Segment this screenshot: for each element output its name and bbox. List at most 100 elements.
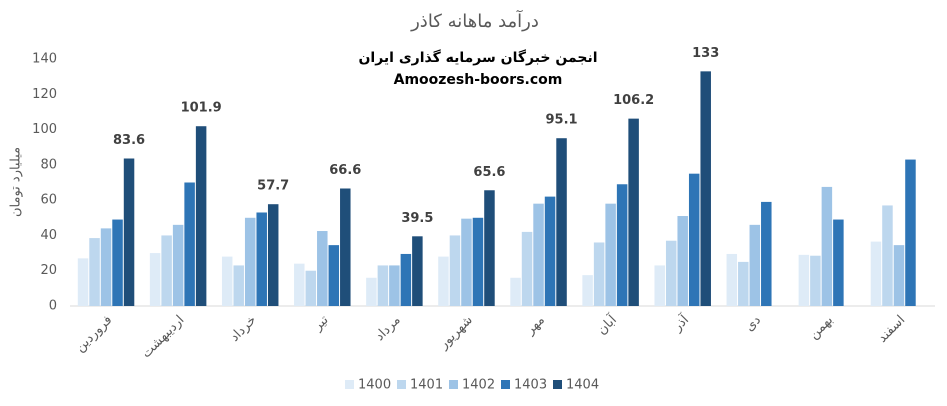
bar <box>726 253 738 306</box>
bar <box>870 241 882 306</box>
bar <box>256 212 267 306</box>
bar <box>593 242 605 306</box>
bar <box>184 182 195 306</box>
bar <box>472 217 484 306</box>
data-label: 57.7 <box>257 179 289 194</box>
bar <box>461 218 472 306</box>
bar <box>328 245 340 306</box>
data-label: 101.9 <box>181 101 222 116</box>
bar <box>161 235 172 306</box>
data-label: 106.2 <box>613 93 654 108</box>
y-tick-label: 60 <box>40 193 57 208</box>
bar <box>77 258 89 306</box>
data-label: 95.1 <box>546 113 578 128</box>
bar <box>905 159 916 306</box>
x-tick-label: بهمن <box>806 313 836 343</box>
y-tick-label: 40 <box>40 228 57 243</box>
bar <box>340 188 351 306</box>
bar <box>449 235 461 306</box>
bar <box>628 118 639 306</box>
bar <box>112 219 123 306</box>
bar <box>582 275 593 306</box>
bar <box>244 217 256 306</box>
bar <box>389 265 400 306</box>
legend-label: 1400 <box>358 378 391 393</box>
bar <box>366 277 377 306</box>
bar <box>294 263 305 306</box>
bar <box>677 216 688 306</box>
bar <box>412 236 423 306</box>
x-tick-label: خرداد <box>227 313 259 345</box>
bar <box>833 219 844 306</box>
data-label: 83.6 <box>113 133 145 148</box>
legend-swatch <box>397 380 406 389</box>
bar <box>893 245 905 306</box>
bar <box>317 231 328 306</box>
x-tick-label: آبان <box>593 310 621 338</box>
chart-title: درآمد ماهانه کاذر <box>410 9 539 32</box>
y-tick-label: 20 <box>40 263 57 278</box>
bar <box>221 256 233 306</box>
bar <box>305 270 317 306</box>
x-tick-label: تیر <box>310 312 332 334</box>
legend-swatch <box>501 380 510 389</box>
x-tick-label: مهر <box>522 313 548 339</box>
bar <box>798 254 810 306</box>
legend-label: 1403 <box>514 378 547 393</box>
bar <box>377 265 389 306</box>
bar <box>605 203 616 306</box>
y-tick-label: 140 <box>32 52 57 67</box>
bar <box>616 184 628 306</box>
bar <box>149 253 161 306</box>
legend-label: 1401 <box>410 378 443 393</box>
bar <box>556 138 567 306</box>
bar <box>533 203 544 306</box>
legend-label: 1404 <box>566 378 599 393</box>
bar <box>882 205 893 306</box>
bar <box>654 265 665 306</box>
data-label: 39.5 <box>401 211 433 226</box>
y-tick-label: 100 <box>32 122 57 137</box>
bar <box>700 71 711 306</box>
bar <box>821 186 833 306</box>
x-tick-label: اسفند <box>875 313 908 346</box>
bar <box>89 238 100 306</box>
y-tick-label: 0 <box>49 299 57 314</box>
bar <box>438 256 449 306</box>
bar <box>400 253 412 306</box>
legend-swatch <box>553 380 562 389</box>
bar <box>544 196 556 306</box>
legend-swatch <box>449 380 458 389</box>
bar <box>749 224 761 306</box>
bar <box>665 240 677 306</box>
x-tick-label: آذر <box>668 310 693 335</box>
data-label: 133 <box>692 46 719 61</box>
bar <box>123 158 135 306</box>
bar <box>688 173 700 306</box>
bar <box>510 277 521 306</box>
bar <box>521 231 533 306</box>
bar <box>195 126 207 306</box>
legend-label: 1402 <box>462 378 495 393</box>
bar <box>267 204 279 306</box>
bar <box>172 224 184 306</box>
legend-swatch <box>345 380 354 389</box>
x-tick-label: اردیبهشت <box>139 313 187 361</box>
chart-subtitle: Amoozesh-boors.com <box>394 72 563 88</box>
y-axis-label: میلیارد تومان <box>9 147 24 217</box>
bar <box>810 255 821 306</box>
chart-subtitle: انجمن خبرگان سرمایه گذاری ایران <box>358 49 597 66</box>
bar <box>484 190 495 306</box>
bar <box>738 261 749 306</box>
y-tick-label: 80 <box>40 157 57 172</box>
x-tick-label: دی <box>742 313 764 335</box>
bar <box>233 265 244 306</box>
x-tick-label: مرداد <box>372 313 403 344</box>
data-label: 65.6 <box>473 165 505 180</box>
bar <box>761 201 772 306</box>
data-label: 66.6 <box>329 163 361 178</box>
x-tick-label: فروردین <box>73 313 116 356</box>
bar <box>100 228 112 306</box>
x-tick-label: شهریور <box>436 313 476 353</box>
